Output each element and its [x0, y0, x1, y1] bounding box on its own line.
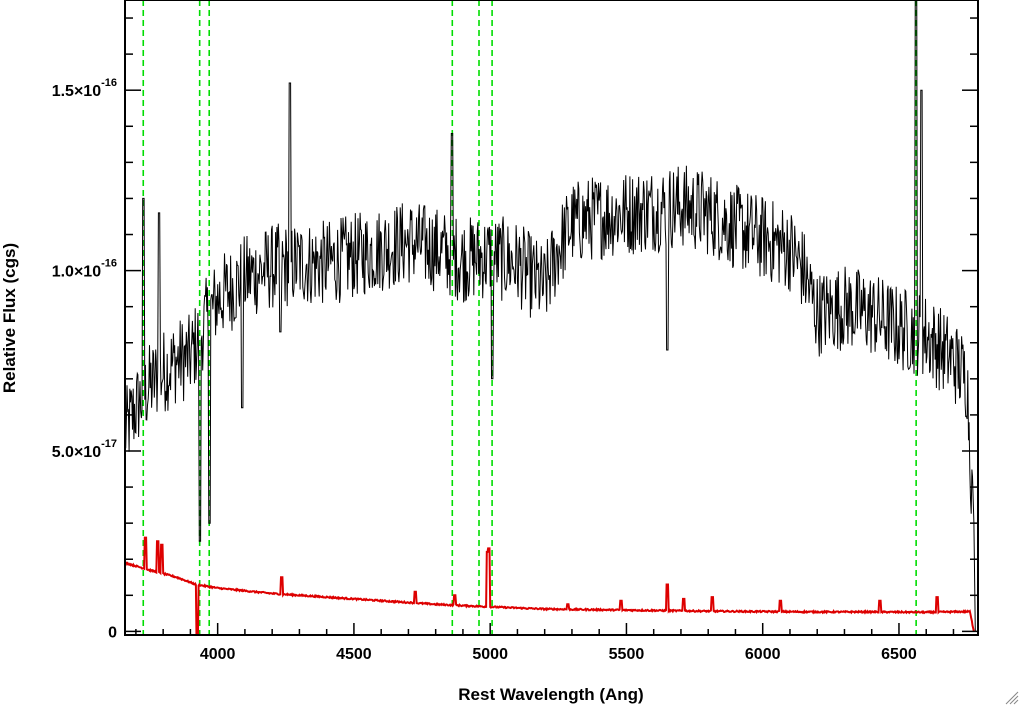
- x-tick-label: 5500: [609, 646, 645, 663]
- x-tick-label: 5000: [472, 646, 508, 663]
- y-tick-label: 1.5×10-16: [52, 77, 117, 100]
- plot-border: [124, 0, 979, 636]
- y-tick-label: 5.0×10-17: [52, 438, 117, 461]
- plot-frame: [124, 0, 979, 636]
- x-tick-label: 6500: [881, 646, 917, 663]
- error-series-line: [125, 536, 975, 635]
- axis-ticks: [125, 17, 978, 635]
- reference-lines: [142, 0, 917, 635]
- x-tick-label: 6000: [745, 646, 781, 663]
- y-axis-title: Relative Flux (cgs): [0, 243, 19, 393]
- x-tick-label: 4500: [336, 646, 372, 663]
- y-tick-label: 0: [108, 624, 117, 641]
- flux-series-line: [125, 0, 976, 632]
- resize-grip-icon[interactable]: [1005, 691, 1019, 705]
- x-axis-title: Rest Wavelength (Ang): [458, 685, 643, 704]
- series-layer: [125, 0, 976, 635]
- y-tick-label: 1.0×10-16: [52, 258, 117, 281]
- tick-labels: 4000 4500 5000 5500 6000 6500 0 5.0×10-17 1.0×10…: [52, 77, 917, 663]
- x-tick-label: 4000: [200, 646, 236, 663]
